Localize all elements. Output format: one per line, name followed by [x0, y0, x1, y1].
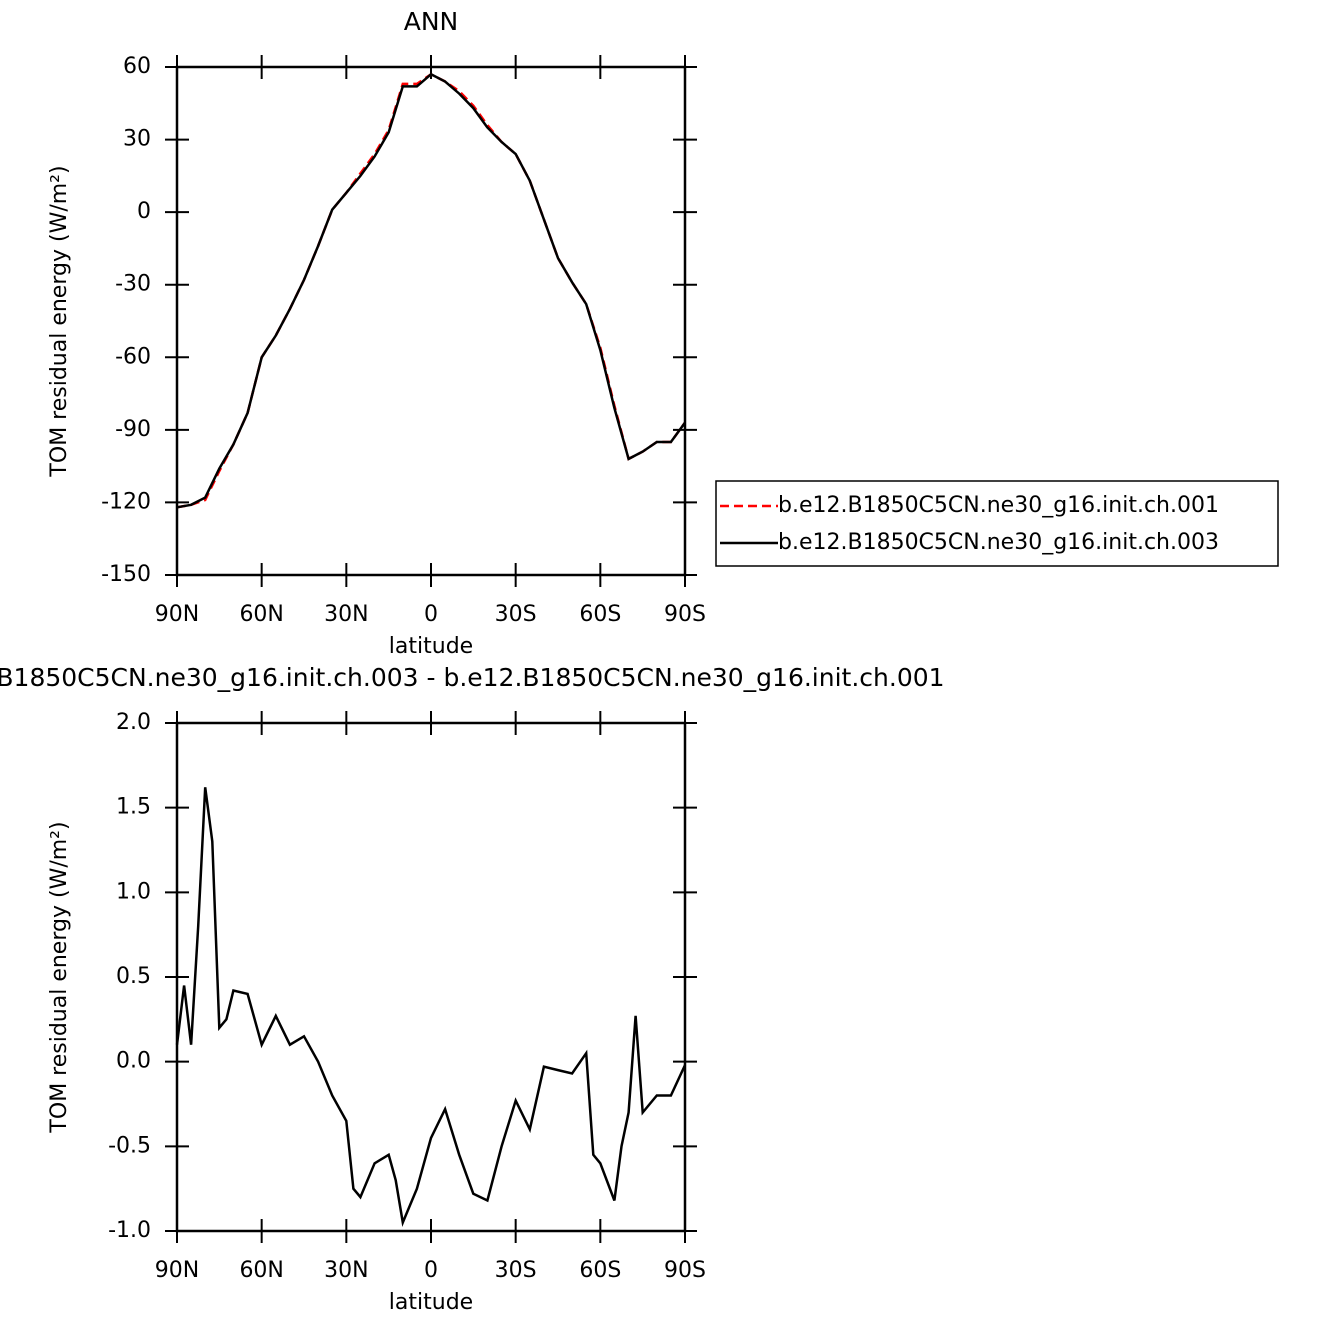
y-tick-label: 0	[137, 199, 151, 224]
legend-box	[715, 480, 1279, 567]
plot-frame	[175, 721, 687, 1233]
x-tick-label: 30S	[495, 602, 537, 627]
legend-label: b.e12.B1850C5CN.ne30_g16.init.ch.001	[778, 493, 1219, 518]
y-tick-label: 1.5	[116, 795, 151, 820]
series-line	[175, 787, 687, 1227]
x-tick-label: 0	[424, 1258, 438, 1283]
y-tick-label: -1.0	[108, 1218, 151, 1243]
x-tick-label: 90N	[155, 1258, 199, 1283]
x-tick-label: 60S	[579, 602, 621, 627]
x-tick-label: 90N	[155, 602, 199, 627]
y-axis-label: TOM residual energy (W/m²)	[47, 165, 72, 477]
x-tick-label: 60S	[579, 1258, 621, 1283]
x-axis-label: latitude	[389, 634, 473, 659]
x-axis-label: latitude	[389, 1290, 473, 1315]
plot-frame	[175, 65, 687, 577]
y-tick-label: 30	[123, 127, 151, 152]
y-axis-label: TOM residual energy (W/m²)	[47, 821, 72, 1133]
x-tick-label: 60N	[239, 602, 283, 627]
y-tick-label: 0.5	[116, 964, 151, 989]
chart-title: ANN	[404, 7, 459, 36]
y-tick-label: -90	[115, 417, 151, 442]
legend-label: b.e12.B1850C5CN.ne30_g16.init.ch.003	[778, 530, 1219, 555]
y-tick-label: 0.0	[116, 1049, 151, 1074]
y-tick-label: 60	[123, 54, 151, 79]
x-tick-label: 60N	[239, 1258, 283, 1283]
y-tick-label: -30	[115, 272, 151, 297]
series-line	[176, 72, 687, 509]
chart-title: b.e12.B1850C5CN.ne30_g16.init.ch.003 - b…	[0, 663, 945, 692]
x-tick-label: 0	[424, 602, 438, 627]
x-tick-label: 30S	[495, 1258, 537, 1283]
y-tick-label: -120	[101, 489, 151, 514]
y-tick-label: -0.5	[108, 1133, 151, 1158]
x-tick-label: 90S	[664, 602, 706, 627]
x-tick-label: 30N	[324, 1258, 368, 1283]
y-tick-label: 1.0	[116, 879, 151, 904]
y-tick-label: 2.0	[116, 710, 151, 735]
y-tick-label: -150	[101, 562, 151, 587]
y-tick-label: -60	[115, 344, 151, 369]
x-tick-label: 90S	[664, 1258, 706, 1283]
series-line	[176, 72, 687, 509]
x-tick-label: 30N	[324, 602, 368, 627]
